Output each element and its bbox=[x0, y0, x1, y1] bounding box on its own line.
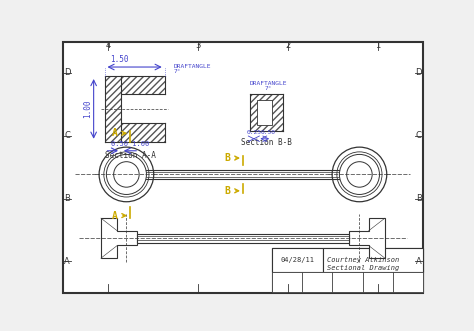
Text: A: A bbox=[416, 257, 422, 266]
Bar bbox=[105, 76, 121, 142]
Bar bbox=[137, 234, 348, 243]
Text: C: C bbox=[64, 131, 70, 140]
Text: DRAFTANGLE
7°: DRAFTANGLE 7° bbox=[250, 81, 287, 91]
Text: Section A-A: Section A-A bbox=[105, 151, 155, 160]
Bar bbox=[121, 76, 164, 94]
Text: 1: 1 bbox=[375, 41, 381, 50]
Bar bbox=[250, 94, 283, 131]
Bar bbox=[393, 272, 423, 292]
Text: D: D bbox=[64, 69, 70, 77]
Circle shape bbox=[106, 154, 146, 195]
Polygon shape bbox=[348, 218, 385, 258]
Text: Courtney Atkinson: Courtney Atkinson bbox=[327, 257, 399, 263]
Text: A: A bbox=[111, 128, 126, 138]
Text: Section B-B: Section B-B bbox=[241, 138, 292, 147]
Text: 3: 3 bbox=[195, 41, 201, 50]
Text: A: A bbox=[111, 211, 126, 220]
Circle shape bbox=[339, 154, 380, 195]
Text: 4: 4 bbox=[105, 41, 110, 50]
Circle shape bbox=[114, 162, 139, 187]
Text: 0.50 1.00: 0.50 1.00 bbox=[111, 141, 149, 147]
Polygon shape bbox=[101, 218, 137, 258]
Bar bbox=[121, 123, 164, 142]
Bar bbox=[332, 272, 363, 292]
Text: 0.25: 0.25 bbox=[246, 130, 261, 135]
Bar bbox=[257, 100, 272, 125]
Text: C: C bbox=[416, 131, 422, 140]
Circle shape bbox=[337, 152, 382, 197]
Circle shape bbox=[332, 147, 387, 202]
Bar bbox=[363, 272, 393, 292]
Circle shape bbox=[104, 152, 149, 197]
Text: 1.00: 1.00 bbox=[83, 100, 92, 118]
Bar bbox=[272, 272, 302, 292]
Bar bbox=[272, 248, 423, 292]
Text: 1.50: 1.50 bbox=[110, 55, 128, 64]
Text: B: B bbox=[224, 186, 238, 196]
Text: Sectional Drawing: Sectional Drawing bbox=[327, 265, 399, 271]
Circle shape bbox=[346, 162, 372, 187]
Text: 0.50: 0.50 bbox=[261, 130, 276, 135]
Bar bbox=[302, 272, 332, 292]
Text: D: D bbox=[416, 69, 422, 77]
Text: B: B bbox=[416, 194, 422, 203]
Bar bbox=[272, 248, 323, 272]
Circle shape bbox=[99, 147, 154, 202]
Text: B: B bbox=[224, 153, 238, 163]
Text: 04/28/11: 04/28/11 bbox=[281, 257, 315, 263]
Text: DRAFTANGLE
7°: DRAFTANGLE 7° bbox=[174, 64, 211, 74]
Text: 2: 2 bbox=[285, 41, 291, 50]
Bar bbox=[323, 248, 423, 272]
Text: A: A bbox=[64, 257, 70, 266]
Text: B: B bbox=[64, 194, 70, 203]
